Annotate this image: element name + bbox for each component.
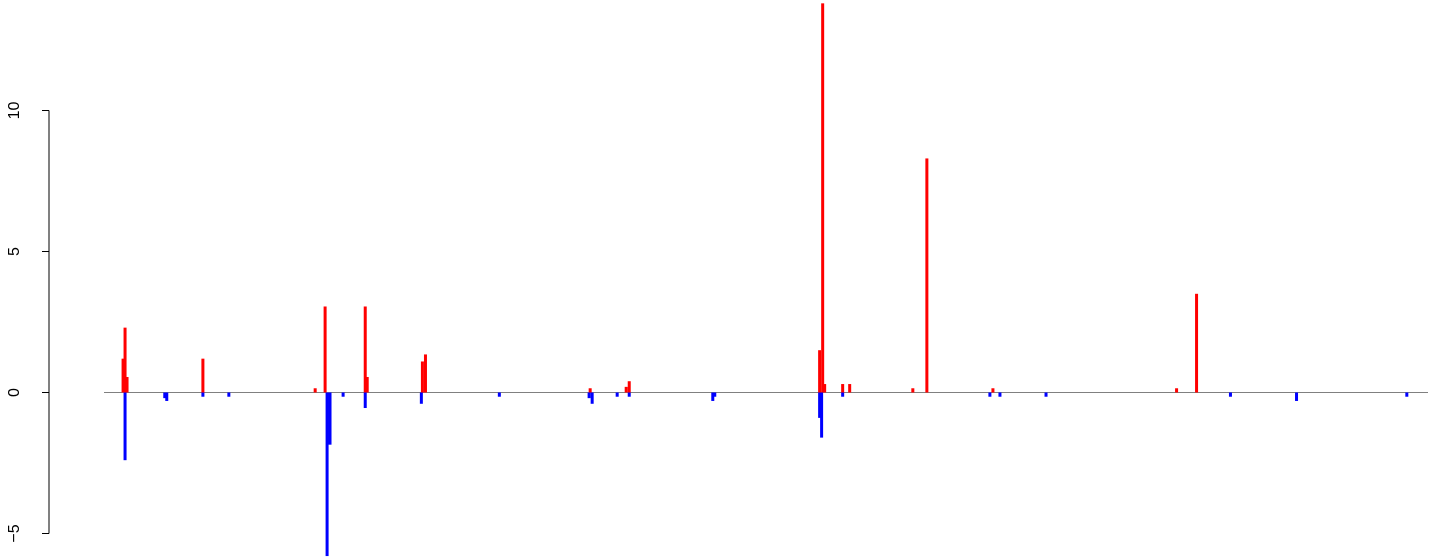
bar-negative — [1228, 392, 1232, 397]
y-tick-label: 5 — [6, 247, 23, 256]
bar-negative — [988, 392, 992, 397]
bar-negative — [341, 392, 345, 397]
bar-positive — [911, 388, 915, 393]
bar-negative — [497, 392, 501, 397]
bar-negative — [1295, 392, 1299, 401]
bar-negative — [998, 392, 1002, 397]
bar-positive — [925, 158, 929, 393]
bar-positive — [818, 350, 822, 393]
bar-negative — [325, 392, 329, 557]
bar-positive — [841, 384, 845, 393]
bar-positive — [823, 384, 827, 393]
bar-positive — [420, 361, 424, 393]
bar-positive — [125, 376, 129, 393]
bar-negative — [713, 392, 717, 397]
bar-positive — [313, 388, 317, 393]
bar-negative — [328, 392, 332, 445]
bar-positive — [123, 327, 127, 393]
bar-negative — [419, 392, 423, 404]
bar-negative — [163, 392, 167, 399]
bar-positive — [991, 388, 995, 393]
bar-positive — [1175, 388, 1179, 393]
y-tick-label: 10 — [6, 102, 23, 120]
bar-negative — [818, 392, 822, 418]
y-axis: −5 0 5 10 — [6, 102, 50, 543]
bar-negative — [841, 392, 845, 397]
bar-positive — [848, 384, 852, 393]
bar-negative — [123, 392, 127, 461]
bar-positive — [201, 358, 205, 393]
y-tick-label: −5 — [6, 524, 23, 542]
bar-negative — [711, 392, 715, 401]
bar-negative — [627, 392, 631, 397]
bar-positive — [624, 386, 628, 393]
bar-positive — [121, 358, 125, 393]
bar-negative — [590, 392, 594, 404]
bar-positive — [1195, 293, 1199, 393]
bar-positive — [323, 306, 327, 393]
bar-positive — [365, 376, 369, 393]
bar-negative — [165, 392, 169, 401]
bar-negative — [820, 392, 824, 438]
bar-negative — [227, 392, 231, 397]
bars-layer — [121, 3, 1409, 557]
bar-negative — [615, 392, 619, 397]
bar-negative — [363, 392, 367, 409]
bar-negative — [587, 392, 591, 399]
bar-positive — [423, 354, 427, 393]
bar-positive — [821, 3, 825, 393]
bar-positive — [588, 388, 592, 393]
bar-negative — [1044, 392, 1048, 397]
bar-negative — [201, 392, 205, 397]
bar-positive — [627, 381, 631, 393]
bar-negative — [1405, 392, 1409, 397]
bar-positive — [363, 306, 367, 393]
y-tick-label: 0 — [6, 388, 23, 397]
